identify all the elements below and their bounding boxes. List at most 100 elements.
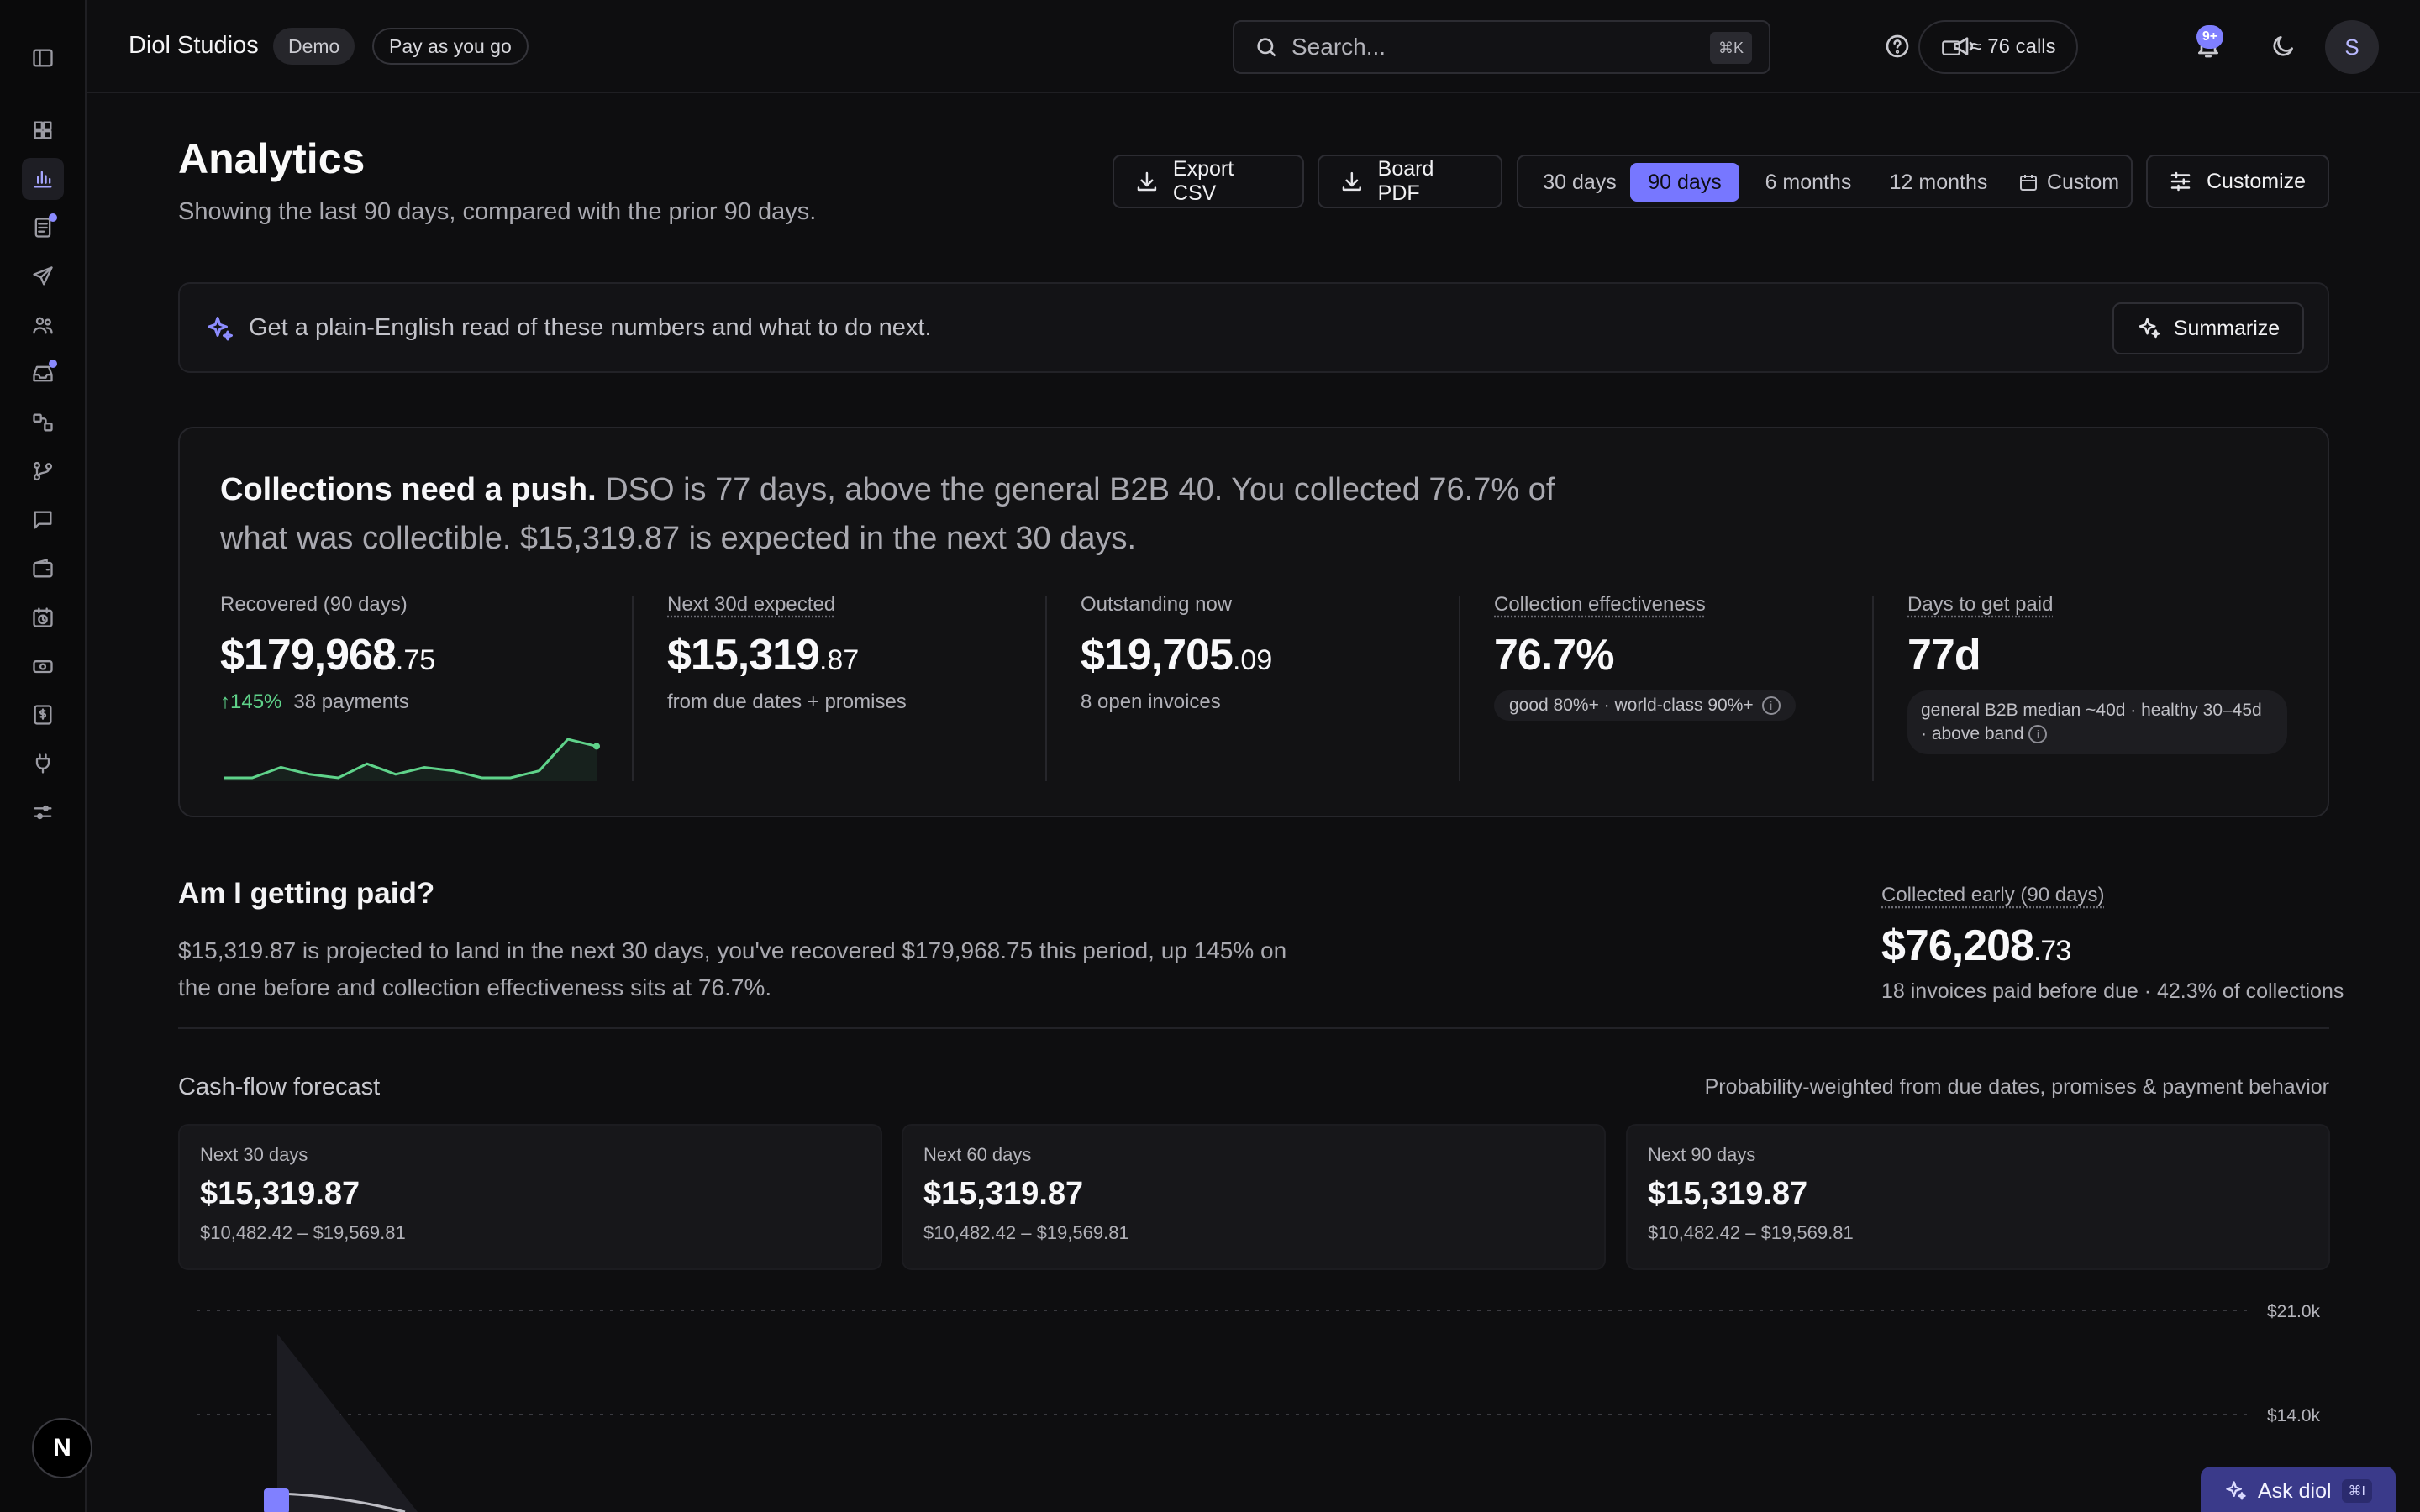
kpi-value: $179,968.75: [220, 630, 607, 680]
kpi-days-to-get-paid: Days to get paid 77d general B2B median …: [1907, 593, 2294, 754]
kpi-card: Collections need a push. DSO is 77 days,…: [178, 427, 2329, 817]
range-30-days[interactable]: 30 days: [1543, 170, 1617, 194]
app-logo[interactable]: N: [32, 1418, 92, 1478]
kpi-label[interactable]: Next 30d expected: [667, 593, 836, 616]
payments-icon[interactable]: [22, 645, 64, 687]
benchmark-text: good 80%+ · world-class 90%+: [1509, 696, 1754, 715]
announcements-icon[interactable]: [1943, 25, 1985, 67]
benchmark-text: general B2B median ~40d · healthy 30–45d: [1921, 701, 2262, 720]
info-icon[interactable]: i: [2028, 725, 2048, 744]
avatar[interactable]: S: [2325, 20, 2379, 74]
divider: [178, 1027, 2329, 1029]
dashboard-icon[interactable]: [22, 109, 64, 151]
page-title: Analytics: [178, 135, 366, 182]
schedule-icon[interactable]: [22, 596, 64, 638]
range-6-months[interactable]: 6 months: [1765, 170, 1852, 194]
y-tick-label: $14.0k: [2267, 1406, 2321, 1425]
search-icon: [1257, 38, 1276, 57]
messages-icon[interactable]: [22, 499, 64, 541]
search-input[interactable]: Search... ⌘K: [1233, 20, 1770, 74]
theme-toggle-icon[interactable]: [2262, 25, 2304, 67]
settings-icon[interactable]: [22, 791, 64, 833]
today-marker[interactable]: [264, 1488, 289, 1512]
plan-badge[interactable]: Pay as you go: [372, 28, 529, 65]
customize-button[interactable]: Customize: [2146, 155, 2329, 208]
notification-dot: [49, 213, 57, 222]
summarize-button[interactable]: Summarize: [2112, 302, 2304, 354]
kpi-next-30d: Next 30d expected $15,319.87 from due da…: [667, 593, 1054, 714]
divider: [1045, 596, 1047, 781]
kpi-value: $19,705.09: [1081, 630, 1467, 680]
stat-value-cents: .73: [2033, 935, 2071, 967]
kpi-value: $15,319.87: [667, 630, 1054, 680]
stat-sub: 18 invoices paid before due · 42.3% of c…: [1881, 979, 2344, 1003]
kpi-sub: from due dates + promises: [667, 690, 907, 713]
date-range-selector: 30 days 90 days 6 months 12 months Custo…: [1517, 155, 2133, 208]
forecast-value: $15,319.87: [200, 1176, 360, 1211]
sliders-icon: [2170, 171, 2191, 192]
export-csv-label: Export CSV: [1172, 157, 1234, 205]
usage-calls-button[interactable]: ≈ 76 calls: [1918, 20, 2078, 74]
range-90-days[interactable]: 90 days: [1630, 163, 1739, 202]
workflows-icon[interactable]: [22, 402, 64, 444]
notification-dot: [49, 360, 57, 368]
forecast-label: Next 30 days: [200, 1144, 308, 1165]
headline-insight: Collections need a push. DSO is 77 days,…: [220, 465, 1598, 563]
billing-icon[interactable]: [22, 694, 64, 736]
benchmark-chip: general B2B median ~40d · healthy 30–45d…: [1907, 690, 2287, 754]
sparkle-icon: [208, 317, 233, 341]
benchmark-chip: good 80%+ · world-class 90%+ i: [1494, 690, 1796, 721]
analytics-icon[interactable]: [22, 158, 64, 200]
kpi-sub: ↑145% 38 payments: [220, 690, 607, 714]
calls-count: ≈ 76 calls: [1970, 35, 2056, 58]
forecast-label: Next 60 days: [923, 1144, 1032, 1165]
stat-label[interactable]: Collected early (90 days): [1881, 884, 2105, 906]
invoices-icon[interactable]: [22, 207, 64, 249]
kpi-label[interactable]: Collection effectiveness: [1494, 593, 1706, 616]
kpi-outstanding: Outstanding now $19,705.09 8 open invoic…: [1081, 593, 1467, 714]
ask-diol-button[interactable]: Ask diol ⌘I: [2201, 1467, 2396, 1512]
help-icon[interactable]: [1876, 25, 1918, 67]
toggle-sidebar-icon[interactable]: [22, 37, 64, 79]
workspace-name[interactable]: Diol Studios: [129, 32, 259, 59]
board-pdf-button[interactable]: Board PDF: [1318, 155, 1502, 208]
info-icon[interactable]: i: [1761, 696, 1781, 715]
wallet-icon: [1942, 40, 1961, 55]
kpi-sub: 8 open invoices: [1081, 690, 1221, 713]
wallet-icon[interactable]: [22, 548, 64, 590]
sparkle-icon: [2139, 318, 2160, 339]
benchmark-status: · above band i: [1921, 722, 2274, 746]
branch-icon[interactable]: [22, 450, 64, 492]
forecast-label: Next 90 days: [1648, 1144, 1756, 1165]
send-icon[interactable]: [22, 255, 64, 297]
range-custom[interactable]: Custom: [2006, 163, 2132, 202]
sparkline-line: [224, 738, 597, 780]
customers-icon[interactable]: [22, 304, 64, 346]
kpi-sub-text: 38 payments: [293, 690, 409, 713]
sidebar: N: [0, 0, 92, 1512]
headline-bold: Collections need a push.: [220, 472, 597, 507]
kpi-value-cents: .09: [1232, 644, 1273, 676]
customize-label: Customize: [2207, 169, 2307, 193]
summary-prompt: Get a plain-English read of these number…: [249, 314, 932, 341]
kpi-value: 77d: [1907, 631, 1981, 680]
inbox-icon[interactable]: [22, 353, 64, 395]
range-12-months[interactable]: 12 months: [1889, 170, 1988, 194]
kpi-label[interactable]: Days to get paid: [1907, 593, 2054, 616]
stat-value: $76,208.73: [1881, 921, 2329, 971]
forecast-band: [277, 1334, 418, 1512]
calendar-icon: [2019, 175, 2037, 191]
forecast-range: $10,482.42 – $19,569.81: [1648, 1222, 1854, 1243]
search-placeholder: Search...: [1292, 34, 1386, 60]
ai-summary-card: Get a plain-English read of these number…: [178, 282, 2329, 373]
notification-badge: 9+: [2196, 25, 2223, 49]
kpi-value-main: $15,319: [667, 631, 820, 680]
forecast-card-90: Next 90 days $15,319.87 $10,482.42 – $19…: [1626, 1124, 2330, 1270]
ask-diol-label: Ask diol: [2258, 1478, 2332, 1503]
benchmark-status-text: · above band: [1921, 724, 2024, 743]
download-icon: [1137, 171, 1157, 192]
summarize-label: Summarize: [2173, 316, 2281, 340]
integrations-icon[interactable]: [22, 743, 64, 785]
kpi-label: Recovered (90 days): [220, 593, 408, 616]
export-csv-button[interactable]: Export CSV: [1113, 155, 1304, 208]
